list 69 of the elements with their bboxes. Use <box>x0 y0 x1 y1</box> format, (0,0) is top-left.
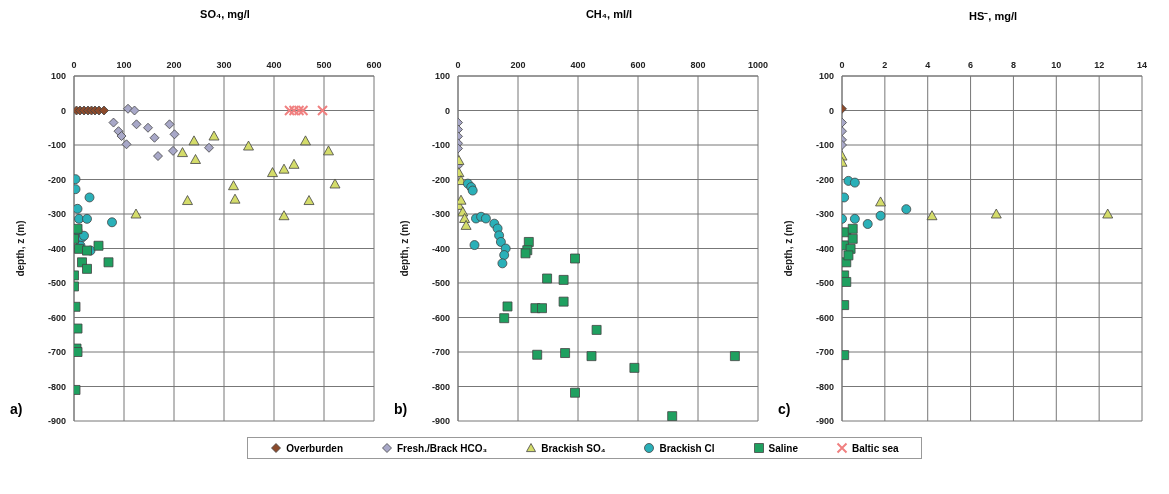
text: b) <box>394 401 408 417</box>
y-tick-label: -100 <box>431 140 450 151</box>
x-tick-label: 400 <box>266 60 282 70</box>
x-tick-label: 300 <box>216 60 232 70</box>
x-tick-label: 2 <box>882 60 888 70</box>
legend-label: Baltic sea <box>851 442 899 454</box>
x-tick-label: 14 <box>1136 60 1148 70</box>
y-tick-label: 100 <box>50 71 66 82</box>
y-tick-label: -200 <box>815 174 834 185</box>
legend-label: Brackish SO₄ <box>541 442 606 454</box>
x-tick-label: 8 <box>1010 60 1016 70</box>
x-tick-label: 100 <box>116 60 132 70</box>
text: c) <box>778 401 791 417</box>
y-tick-label: -400 <box>815 243 834 254</box>
x-tick-label: 400 <box>570 60 586 70</box>
y-tick-label: -800 <box>815 381 834 392</box>
y-tick-label: -700 <box>47 347 66 358</box>
y-tick-label: -700 <box>815 347 834 358</box>
legend-label: Saline <box>768 442 798 454</box>
y-tick-label: 0 <box>444 105 450 116</box>
x-axis-title: HS⁻, mg/l <box>968 9 1018 24</box>
y-axis-title: depth, z (m) <box>14 220 26 277</box>
y-tick-label: -500 <box>47 278 66 289</box>
x-tick-label: 0 <box>71 60 77 70</box>
y-tick-label: 0 <box>60 105 66 116</box>
y-tick-label: -200 <box>47 174 66 185</box>
x-tick-label: 10 <box>1051 60 1062 70</box>
y-tick-label: 100 <box>818 71 834 82</box>
y-tick-label: -500 <box>815 278 834 289</box>
legend-label: Fresh./Brack HCO₃ <box>397 442 488 454</box>
y-tick-label: -100 <box>815 140 834 151</box>
y-tick-label: -600 <box>431 312 450 323</box>
x-axis-title: CH₄, ml/l <box>584 8 634 22</box>
y-tick-label: -900 <box>815 416 834 427</box>
x-tick-label: 200 <box>510 60 526 70</box>
y-tick-label: -200 <box>431 174 450 185</box>
y-tick-label: -400 <box>47 243 66 254</box>
y-tick-label: -500 <box>431 278 450 289</box>
x-tick-label: 800 <box>690 60 706 70</box>
y-tick-label: -900 <box>431 416 450 427</box>
y-tick-label: -300 <box>815 209 834 220</box>
x-tick-label: 0 <box>455 60 461 70</box>
y-tick-label: -900 <box>47 416 66 427</box>
x-tick-label: 0 <box>839 60 845 70</box>
x-tick-label: 1000 <box>747 60 769 70</box>
y-tick-label: 0 <box>828 105 834 116</box>
text: a) <box>10 401 23 417</box>
legend-label: Overburden <box>286 442 343 454</box>
y-tick-label: -300 <box>47 209 66 220</box>
y-tick-label: -100 <box>47 140 66 151</box>
legend-label: Brackish Cl <box>659 442 715 454</box>
y-axis-title: depth, z (m) <box>782 220 794 277</box>
x-tick-label: 600 <box>630 60 646 70</box>
y-tick-label: 100 <box>434 71 450 82</box>
x-tick-label: 200 <box>166 60 182 70</box>
x-tick-label: 12 <box>1094 60 1105 70</box>
y-tick-label: -600 <box>47 312 66 323</box>
x-tick-label: 6 <box>968 60 974 70</box>
y-tick-label: -700 <box>431 347 450 358</box>
y-tick-label: -400 <box>431 243 450 254</box>
y-axis-title: depth, z (m) <box>398 220 410 277</box>
y-tick-label: -800 <box>47 381 66 392</box>
x-tick-label: 500 <box>316 60 332 70</box>
y-tick-label: -800 <box>431 381 450 392</box>
y-tick-label: -300 <box>431 209 450 220</box>
x-axis-title: SO₄, mg/l <box>199 8 251 22</box>
y-tick-label: -600 <box>815 312 834 323</box>
x-tick-label: 600 <box>366 60 382 70</box>
x-tick-label: 4 <box>925 60 931 70</box>
